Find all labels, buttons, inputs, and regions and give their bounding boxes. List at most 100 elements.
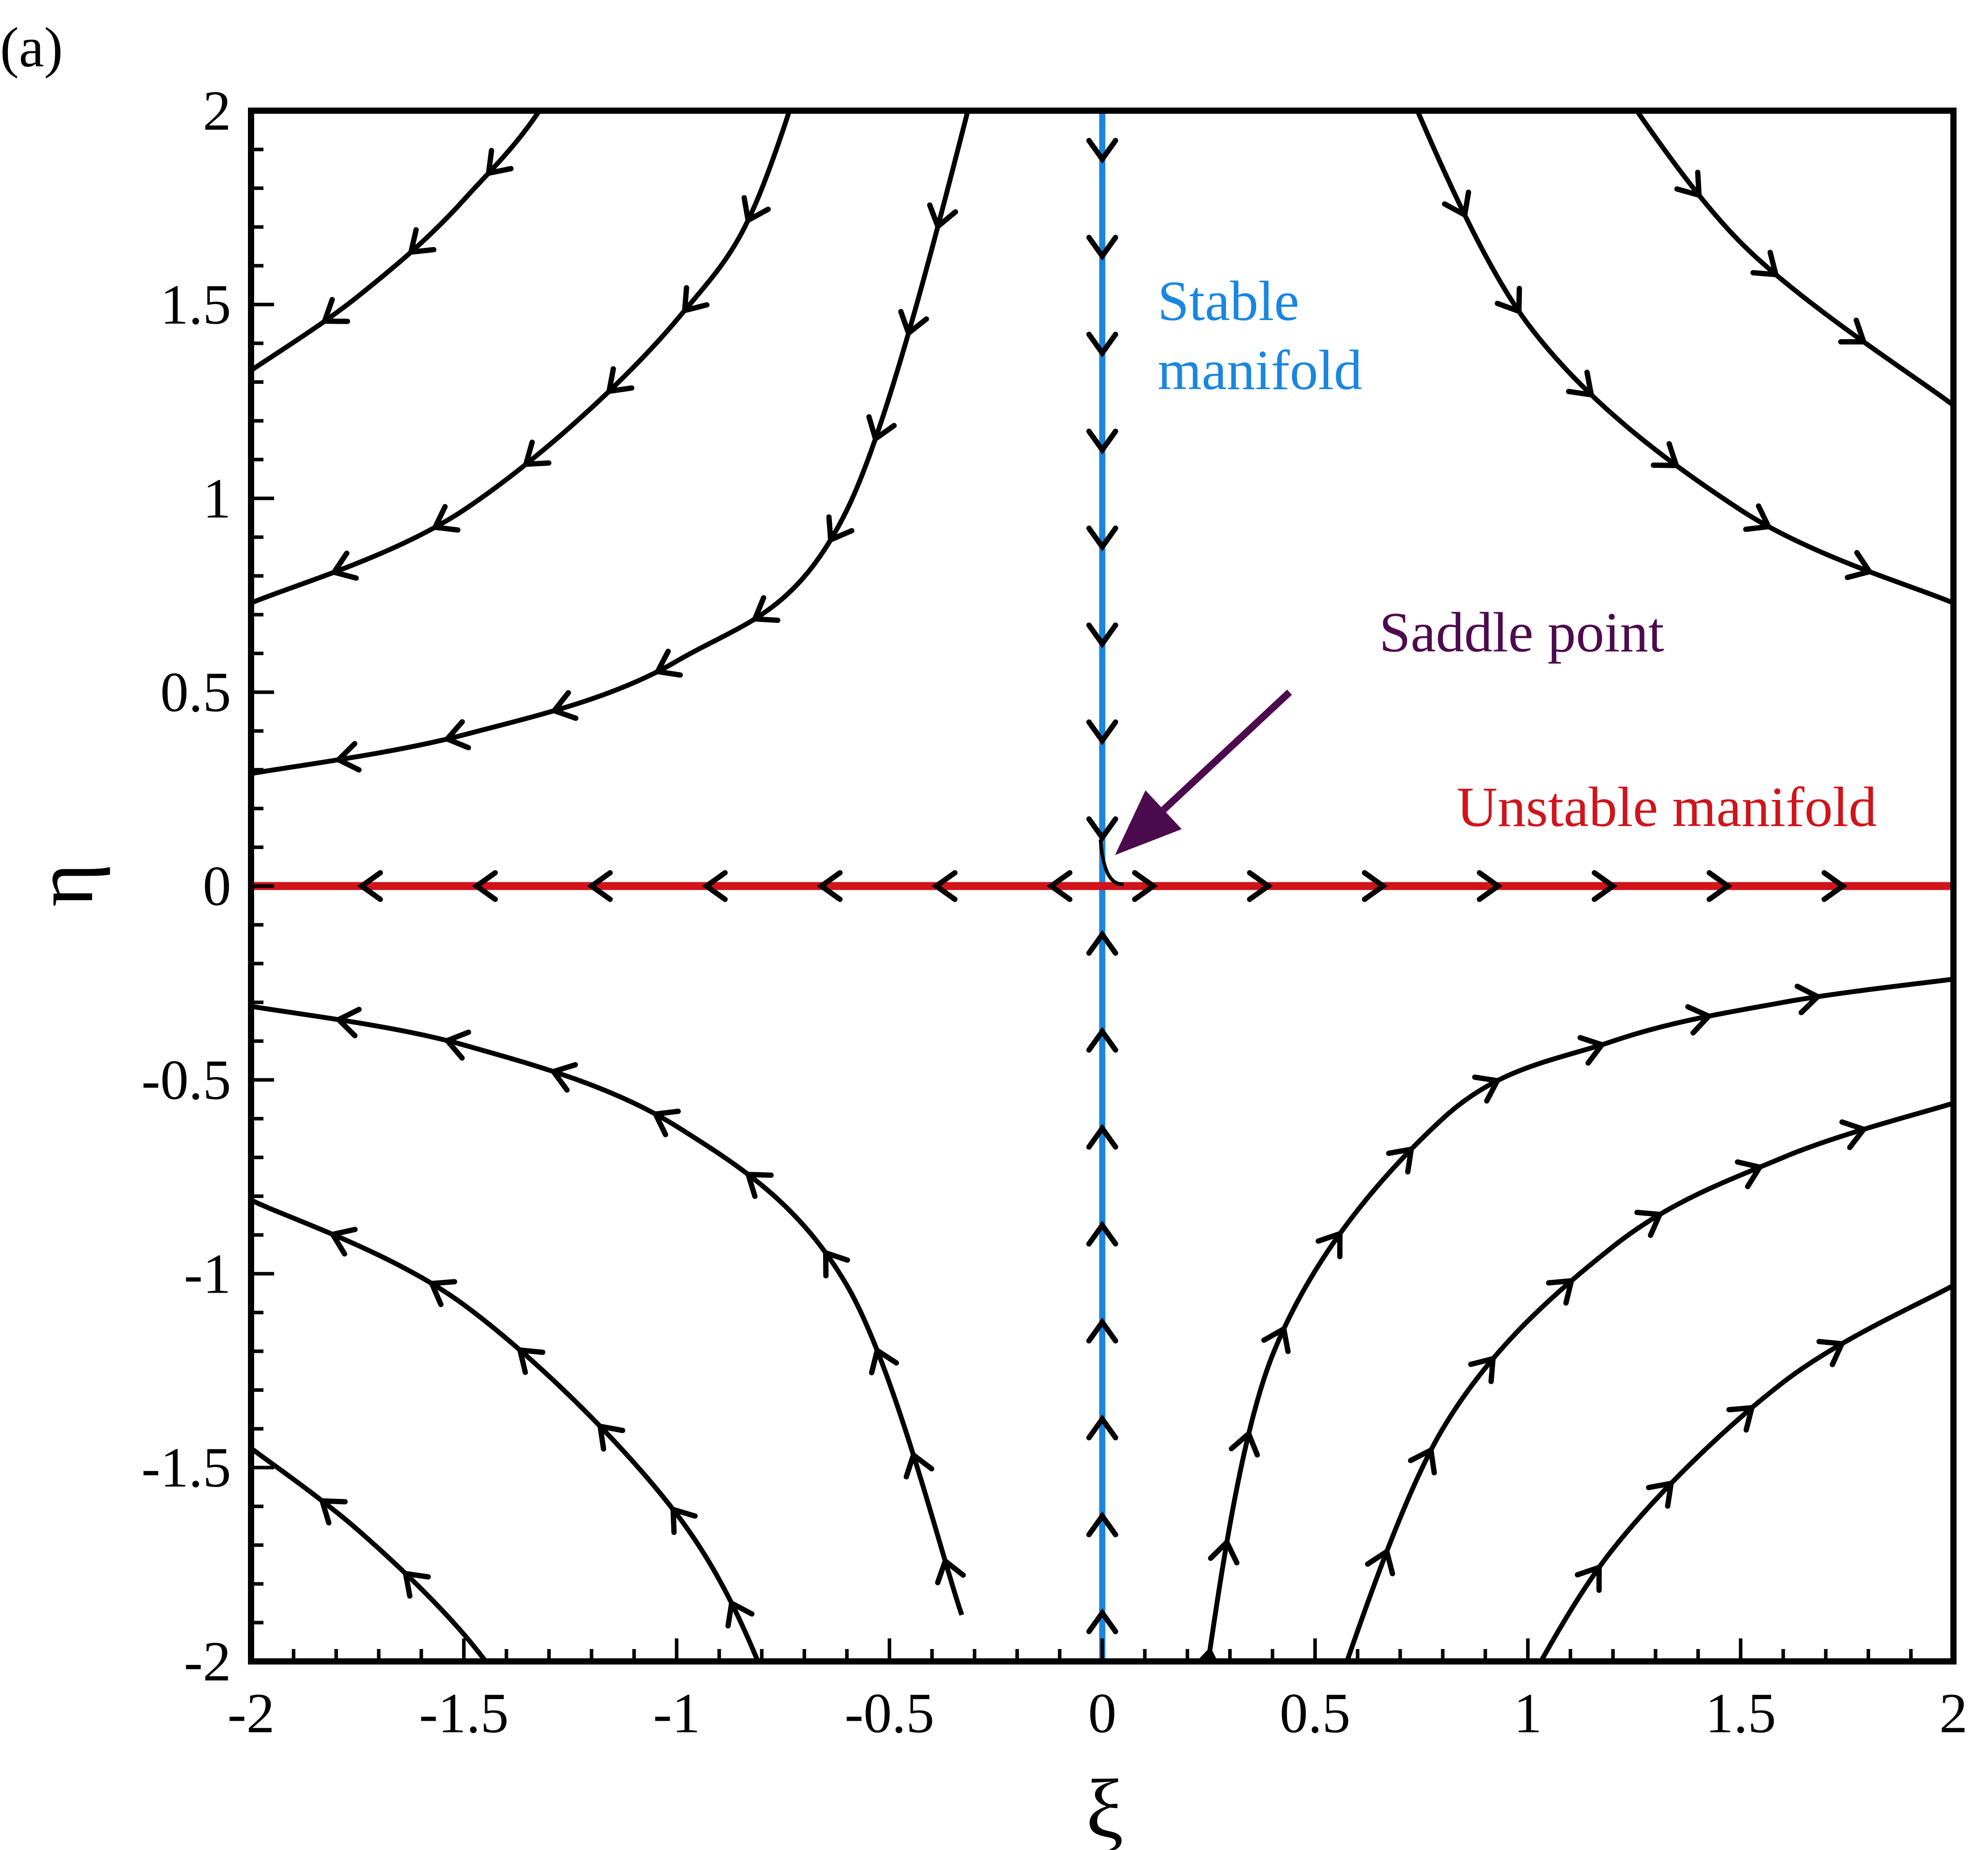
unstable-arrow-right [1361, 870, 1388, 902]
trajectory-curve-1 [251, 111, 543, 373]
unstable-arrow-right [1592, 870, 1618, 902]
trajectory-curve-2 [251, 111, 792, 606]
x-tick-label: 0 [1088, 1682, 1117, 1745]
stable-arrow-lower [1086, 1511, 1118, 1537]
x-tick-label: 0.5 [1280, 1682, 1350, 1745]
trajectory-arrow [1261, 1325, 1291, 1354]
y-tick-label: -2 [184, 1630, 231, 1693]
stable-arrow-upper [1086, 235, 1118, 261]
trajectory-arrow [725, 1599, 755, 1629]
trajectory-arrow [1208, 1537, 1240, 1566]
trajectory-curve-9 [1206, 977, 1953, 1661]
y-tick-label: -1 [184, 1242, 231, 1305]
unstable-arrow-left [357, 870, 383, 902]
trajectory-arrow [1408, 1446, 1437, 1475]
trajectory-arrow [407, 227, 437, 255]
trajectory-arrow [1839, 1119, 1868, 1150]
stable-arrow-upper [1086, 622, 1118, 649]
trajectory-arrow [1546, 1278, 1575, 1306]
unstable-arrow-left [702, 870, 728, 902]
unstable-arrow-right [1132, 870, 1158, 902]
trajectory-curve-4 [1415, 111, 1953, 606]
trajectory-curve-6 [251, 1004, 964, 1616]
saddle-point-arrow-head [1115, 790, 1182, 855]
trajectory-arrow [1646, 1480, 1675, 1509]
trajectory-arrow [1735, 1159, 1764, 1190]
y-tick-label: 2 [203, 79, 231, 142]
annotation-line: manifold [1157, 339, 1362, 402]
trajectory-arrow [1494, 286, 1522, 315]
trajectory-arrow [549, 690, 579, 721]
ticks-layer: -2 -1.5 -1 -0.5 0 0.5 1 1.5 2 -2 -1.5 -1 -0.5 0 0.5 1 1.… [141, 79, 1968, 1745]
x-tick-label: 1.5 [1705, 1682, 1776, 1745]
trajectory-arrow [1838, 317, 1868, 345]
trajectory-arrow [1442, 189, 1471, 219]
unstable-arrow-right [1706, 870, 1733, 902]
unstable-arrow-left [587, 870, 613, 902]
trajectory-arrow [321, 297, 350, 324]
trajectory-arrow [903, 1450, 935, 1479]
y-tick-label: 0 [203, 855, 231, 918]
trajectory-curve-8 [251, 1446, 489, 1661]
trajectory-curve-3 [251, 111, 971, 776]
stable-arrow-lower [1086, 930, 1118, 956]
y-tick-label: 0.5 [160, 661, 231, 724]
stable-arrow-lower [1086, 1220, 1118, 1247]
trajectory-arrow [935, 1556, 966, 1586]
trajectory-arrow [1229, 1429, 1260, 1458]
trajectory-arrow [1685, 1004, 1713, 1036]
y-axis-label: η [18, 863, 111, 907]
x-axis-label: ξ [1086, 1763, 1124, 1850]
saddle-curve [1098, 839, 1124, 886]
unstable-arrow-right [1247, 870, 1273, 902]
annotation-0: Stable manifold [1157, 270, 1362, 402]
annotation-2: Saddle point [1379, 601, 1664, 664]
annotation-1: Unstable manifold [1457, 776, 1877, 838]
x-tick-label: 2 [1939, 1682, 1968, 1745]
trajectory-arrow [651, 1108, 681, 1138]
trajectory-arrow [744, 1171, 774, 1199]
trajectory-curve-10 [1344, 1101, 1953, 1661]
trajectory-arrow [1816, 1339, 1846, 1367]
trajectory-arrow [670, 1506, 698, 1535]
stable-arrow-lower [1086, 1027, 1118, 1053]
trajectory-arrow [334, 741, 362, 773]
trajectory-arrow [1743, 503, 1773, 532]
trajectory-arrow [1750, 250, 1779, 278]
trajectory-curve-5 [1634, 111, 1953, 407]
trajectory-arrow [1566, 370, 1595, 398]
trajectory-arrow [443, 719, 471, 750]
stable-arrow-lower [1086, 1317, 1118, 1344]
stable-arrow-upper [1086, 429, 1118, 455]
trajectory-arrow [1386, 1146, 1415, 1175]
annotation-line: Stable [1157, 270, 1299, 332]
trajectory-arrow [1634, 1209, 1664, 1238]
unstable-arrow-right [1822, 870, 1848, 902]
saddle-point-arrow-shaft [1161, 689, 1292, 812]
x-tick-label: -1.5 [419, 1682, 509, 1745]
trajectory-arrow [1574, 1564, 1602, 1593]
trajectory-arrow [898, 309, 929, 338]
trajectory-arrow [1315, 1230, 1343, 1259]
trajectory-arrow [318, 1498, 348, 1526]
x-tick-label: -0.5 [845, 1682, 935, 1745]
unstable-arrow-right [1477, 870, 1503, 902]
trajectory-arrow [428, 1279, 457, 1307]
stable-arrow-upper [1086, 816, 1118, 842]
trajectory-arrow [1365, 1547, 1395, 1576]
panel-label: (a) [0, 16, 63, 79]
trajectory-arrow [329, 550, 359, 581]
trajectory-arrow [1795, 984, 1822, 1016]
manifolds-layer [251, 111, 1953, 1661]
trajectory-arrow [1468, 1355, 1496, 1384]
trajectory-arrow [402, 1570, 431, 1599]
trajectory-curve-11 [1538, 1283, 1953, 1661]
y-tick-label: -0.5 [141, 1048, 231, 1111]
trajectory-arrow [927, 202, 958, 231]
unstable-arrow-left [1046, 870, 1073, 902]
unstable-arrow-left [932, 870, 958, 902]
trajectory-arrow [1196, 1647, 1218, 1661]
stable-arrow-upper [1086, 525, 1118, 552]
stable-arrow-lower [1086, 1608, 1118, 1634]
x-tick-label: 1 [1514, 1682, 1542, 1745]
